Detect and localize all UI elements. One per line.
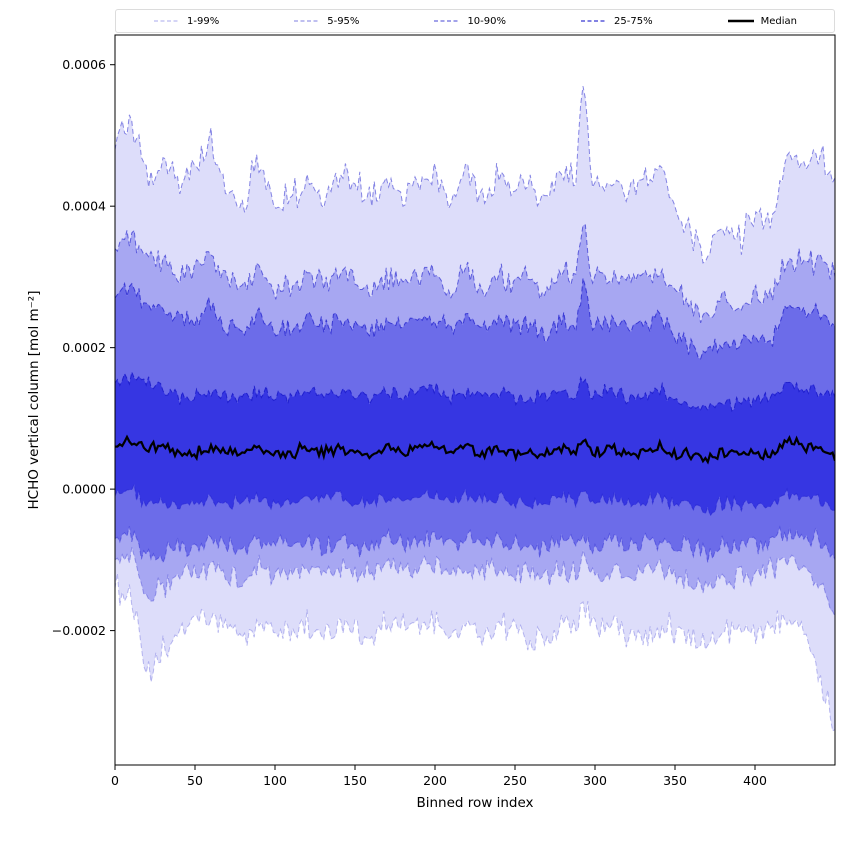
x-tick-label: 0 — [111, 773, 119, 788]
legend-item: 25-75% — [580, 16, 653, 27]
legend-item-label: 5-95% — [327, 15, 360, 27]
percentile-boundary-line-lower-10-90% — [115, 525, 835, 565]
legend-item-label: Median — [760, 15, 797, 27]
legend-item-label: 1-99% — [187, 15, 220, 27]
y-tick-label: 0.0000 — [62, 482, 106, 497]
x-tick-label: 50 — [187, 773, 203, 788]
percentile-boundary-line-upper-1-99% — [115, 86, 835, 264]
y-tick-label: 0.0004 — [62, 199, 106, 214]
plot-area — [115, 86, 835, 732]
x-tick-label: 100 — [263, 773, 287, 788]
legend: 1-99% 5-95% 10-90% 25-75% Median — [115, 9, 835, 33]
legend-item-label: 25-75% — [614, 15, 653, 27]
x-tick-label: 250 — [503, 773, 527, 788]
percentile-boundary-line-upper-5-95% — [115, 224, 835, 323]
x-axis-label: Binned row index — [416, 795, 534, 811]
y-axis-label: HCHO vertical column [mol m⁻²] — [26, 290, 42, 510]
percentile-boundary-line-upper-10-90% — [115, 277, 835, 360]
median-line — [115, 434, 835, 465]
legend-item-label: 10-90% — [467, 15, 506, 27]
percentile-boundary-line-lower-1-99% — [115, 573, 835, 732]
percentile-band-25-75% — [115, 372, 835, 516]
x-tick-label: 200 — [423, 773, 447, 788]
legend-item: 1-99% — [153, 16, 219, 27]
percentile-boundary-line-lower-5-95% — [115, 547, 835, 617]
legend-band-line-sample-icon — [154, 20, 180, 22]
y-tick-label: 0.0006 — [62, 57, 106, 72]
x-tick-label: 300 — [583, 773, 607, 788]
y-tick-label: 0.0002 — [62, 340, 106, 355]
x-tick-label: 400 — [743, 773, 767, 788]
y-tick-label: −0.0002 — [52, 623, 106, 638]
legend-band-line-sample-icon — [581, 20, 608, 22]
plot-frame — [114, 34, 836, 766]
percentile-boundary-line-upper-25-75% — [115, 370, 835, 412]
x-tick-label: 350 — [663, 773, 687, 788]
legend-band-line-sample-icon — [294, 20, 321, 22]
x-tick-label: 150 — [343, 773, 367, 788]
legend-band-line-sample-icon — [434, 20, 461, 22]
legend-item: Median — [727, 16, 797, 27]
legend-item: 10-90% — [433, 16, 506, 27]
legend-median-line-sample-icon — [727, 19, 754, 23]
legend-item: 5-95% — [293, 16, 359, 27]
